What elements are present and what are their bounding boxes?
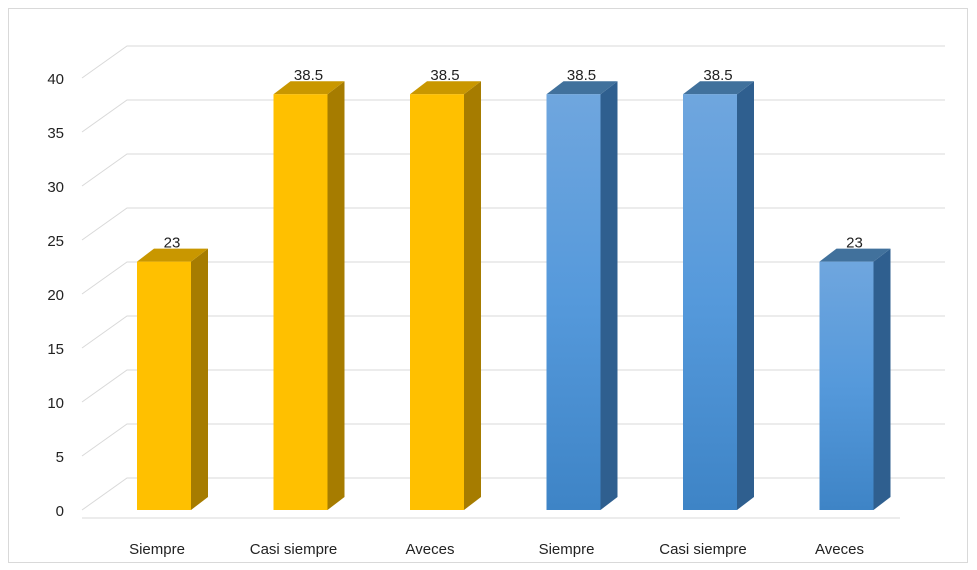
bar-side bbox=[737, 81, 754, 510]
x-category-label: Siempre bbox=[129, 541, 185, 558]
gridline bbox=[81, 207, 945, 241]
gridline bbox=[81, 45, 945, 79]
y-tick-label: 10 bbox=[47, 395, 64, 412]
gridline bbox=[81, 369, 945, 403]
bar-top bbox=[819, 248, 891, 262]
gridline bbox=[81, 153, 945, 187]
bar-side bbox=[327, 81, 345, 510]
bar-front bbox=[137, 261, 191, 510]
data-label: 38.5 bbox=[567, 67, 596, 84]
bar bbox=[273, 81, 345, 510]
bar bbox=[137, 248, 208, 510]
gridlines bbox=[81, 45, 945, 519]
gridline bbox=[81, 315, 945, 349]
data-label: 38.5 bbox=[294, 67, 323, 84]
bar bbox=[410, 81, 481, 510]
bars bbox=[137, 81, 891, 510]
bar-top bbox=[410, 81, 481, 95]
bar-top bbox=[273, 81, 345, 95]
x-category-label: Casi siempre bbox=[659, 541, 747, 558]
y-tick-label: 35 bbox=[47, 125, 64, 142]
bar-top bbox=[683, 81, 754, 95]
data-label: 38.5 bbox=[430, 67, 459, 84]
bar bbox=[819, 248, 891, 510]
x-axis: Siempre Casi siempre Aveces Siempre Casi sie… bbox=[129, 541, 864, 558]
y-tick-label: 20 bbox=[47, 287, 64, 304]
y-axis: 0 5 10 15 20 25 30 35 40 bbox=[47, 71, 64, 520]
y-tick-label: 5 bbox=[56, 449, 64, 466]
bar-front bbox=[410, 94, 464, 510]
data-label: 38.5 bbox=[703, 67, 732, 84]
x-category-label: Siempre bbox=[539, 541, 595, 558]
bar-front bbox=[819, 261, 874, 510]
y-tick-label: 0 bbox=[56, 503, 64, 520]
data-label: 23 bbox=[164, 235, 181, 252]
bar-front bbox=[683, 94, 737, 510]
bar-side bbox=[873, 248, 891, 510]
gridline bbox=[81, 477, 945, 511]
y-tick-label: 15 bbox=[47, 341, 64, 358]
gridline bbox=[81, 423, 945, 457]
gridline bbox=[81, 99, 945, 133]
bar-front bbox=[546, 94, 601, 510]
bar-side bbox=[464, 81, 481, 510]
x-category-label: Aveces bbox=[406, 541, 455, 558]
gridline bbox=[81, 261, 945, 295]
y-tick-label: 30 bbox=[47, 179, 64, 196]
bar-top bbox=[137, 248, 208, 262]
data-labels: 23 38.5 38.5 38.5 38.5 23 bbox=[164, 67, 863, 251]
bar-top bbox=[546, 81, 618, 95]
x-category-label: Casi siempre bbox=[250, 541, 338, 558]
data-label: 23 bbox=[846, 235, 863, 252]
x-category-label: Aveces bbox=[815, 541, 864, 558]
bar-side bbox=[600, 81, 618, 510]
y-tick-label: 25 bbox=[47, 233, 64, 250]
bar-side bbox=[191, 248, 208, 510]
bar bbox=[683, 81, 754, 510]
bar bbox=[546, 81, 618, 510]
bar-front bbox=[273, 94, 328, 510]
y-tick-label: 40 bbox=[47, 71, 64, 88]
